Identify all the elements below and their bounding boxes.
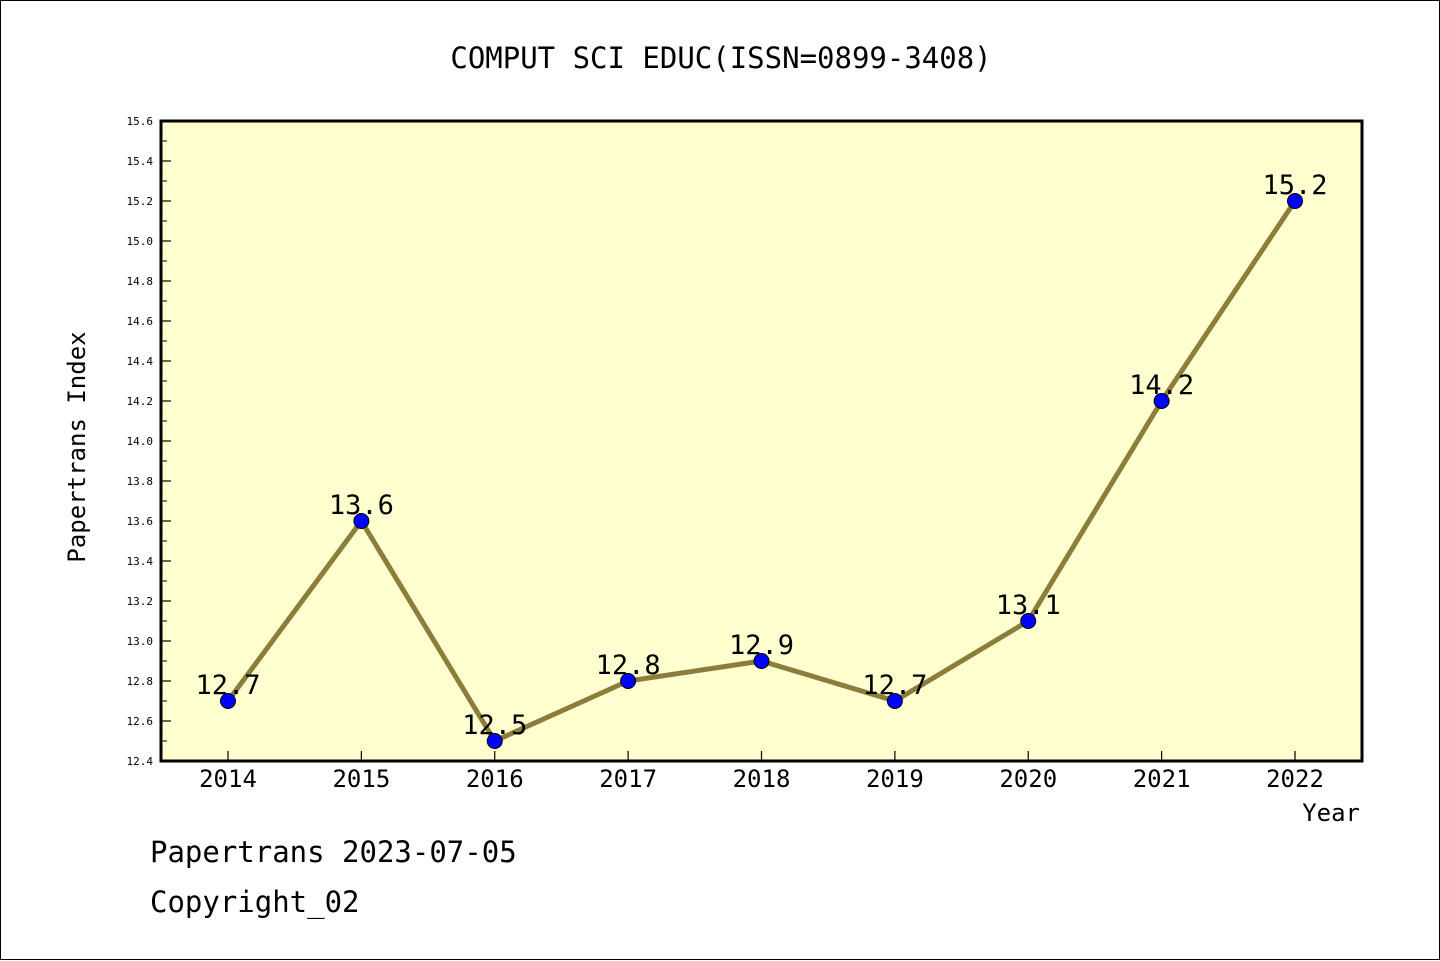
x-tick-label: 2017 bbox=[599, 765, 657, 793]
data-label: 13.6 bbox=[329, 490, 394, 521]
data-label: 14.2 bbox=[1129, 370, 1194, 401]
x-tick-label: 2019 bbox=[866, 765, 924, 793]
y-tick-label: 14.2 bbox=[127, 395, 154, 408]
y-tick-label: 12.4 bbox=[127, 755, 154, 768]
y-tick-label: 15.4 bbox=[127, 155, 154, 168]
data-label: 12.8 bbox=[596, 650, 661, 681]
data-point-marker bbox=[220, 693, 236, 709]
data-point-marker bbox=[620, 673, 637, 689]
y-axis-label: Papertrans Index bbox=[63, 331, 91, 562]
plot-border bbox=[159, 119, 1364, 763]
footer-copyright-text: Copyright_02 bbox=[150, 885, 360, 919]
x-tick-label: 2016 bbox=[466, 765, 524, 793]
y-tick-label: 12.8 bbox=[127, 675, 154, 688]
data-point-marker bbox=[1153, 393, 1170, 409]
y-tick-label: 12.6 bbox=[127, 715, 154, 728]
y-tick-label: 14.6 bbox=[127, 315, 154, 328]
data-label: 15.2 bbox=[1262, 170, 1327, 201]
data-point-marker bbox=[486, 733, 503, 749]
data-label: 12.9 bbox=[729, 630, 794, 661]
data-point-marker bbox=[886, 693, 903, 709]
x-tick-label: 2022 bbox=[1266, 765, 1324, 793]
y-tick-label: 13.8 bbox=[127, 475, 154, 488]
y-tick-label: 15.2 bbox=[127, 195, 154, 208]
data-point-marker bbox=[353, 513, 370, 529]
y-tick-label: 13.6 bbox=[127, 515, 154, 528]
x-tick-label: 2020 bbox=[999, 765, 1057, 793]
footer-date-text: Papertrans 2023-07-05 bbox=[150, 835, 517, 869]
y-tick-label: 15.0 bbox=[127, 235, 154, 248]
x-tick-label: 2021 bbox=[1133, 765, 1191, 793]
y-tick-label: 13.0 bbox=[127, 635, 154, 648]
data-point-marker bbox=[753, 653, 770, 669]
x-axis-label: Year bbox=[1302, 799, 1360, 827]
x-tick-label: 2018 bbox=[733, 765, 791, 793]
chart-title: COMPUT SCI EDUC(ISSN=0899-3408) bbox=[450, 41, 991, 75]
data-label: 13.1 bbox=[996, 590, 1061, 621]
data-label: 12.7 bbox=[862, 670, 927, 701]
y-tick-label: 14.4 bbox=[127, 355, 154, 368]
y-tick-label: 14.0 bbox=[127, 435, 154, 448]
data-point-marker bbox=[1287, 193, 1303, 209]
x-tick-label: 2015 bbox=[332, 765, 390, 793]
data-point-marker bbox=[1020, 613, 1037, 629]
y-tick-label: 14.8 bbox=[127, 275, 154, 288]
data-label: 12.5 bbox=[462, 710, 527, 741]
y-tick-label: 15.6 bbox=[127, 115, 154, 128]
x-tick-label: 2014 bbox=[199, 765, 257, 793]
y-tick-label: 13.2 bbox=[127, 595, 154, 608]
data-label: 12.7 bbox=[195, 670, 260, 701]
y-tick-label: 13.4 bbox=[127, 555, 154, 568]
